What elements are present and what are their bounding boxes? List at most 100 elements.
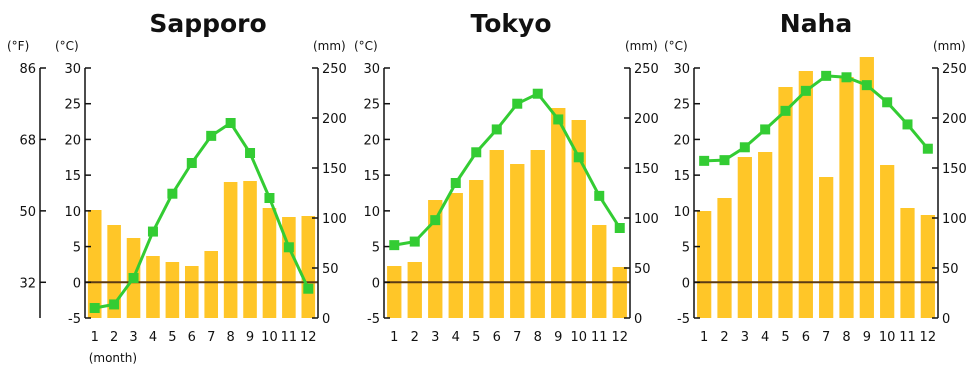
month-tick-label: 9	[863, 330, 871, 345]
precip-bar	[387, 266, 402, 318]
precip-unit-label: (mm)	[625, 39, 658, 53]
precip-bar	[448, 193, 463, 318]
month-tick-label: 3	[431, 330, 439, 345]
celsius-tick-label: 30	[363, 62, 380, 77]
chart-panel-2: Naha(°C) (mm)302520151050-525020015010050…	[664, 9, 967, 345]
precip-bar	[204, 251, 219, 318]
month-tick-label: 7	[513, 330, 521, 345]
month-tick-label: 6	[188, 330, 196, 345]
temperature-line	[94, 121, 310, 310]
month-tick-label: 10	[879, 330, 896, 345]
celsius-tick-label: 0	[682, 276, 690, 291]
temperature-point	[89, 303, 100, 313]
precip-bar	[592, 225, 607, 318]
precip-bar	[778, 87, 793, 318]
temperature-line	[704, 74, 929, 163]
precip-bar	[859, 57, 874, 318]
month-tick-label: 11	[899, 330, 916, 345]
month-tick-label: 12	[300, 330, 317, 345]
celsius-tick-label: 20	[673, 133, 690, 148]
precip-bar	[737, 157, 752, 318]
month-tick-label: 4	[452, 330, 460, 345]
precip-bar	[165, 262, 180, 318]
month-tick-label: 7	[822, 330, 830, 345]
precip-bar	[489, 150, 504, 318]
temperature-point	[614, 223, 625, 233]
temperature-point	[532, 88, 543, 99]
temperature-point	[389, 240, 400, 251]
precip-tick-label: 150	[634, 162, 659, 177]
month-tick-label: 2	[411, 330, 419, 345]
fahrenheit-tick-label: 50	[19, 205, 36, 220]
chart-panel-0: Sapporo(°C) (mm)(°F)302520151050-52502001…	[7, 9, 347, 365]
temperature-point	[553, 114, 564, 125]
precip-bar	[839, 77, 854, 318]
month-tick-label: 10	[261, 330, 278, 345]
precip-bar	[920, 215, 935, 318]
temperature-point	[206, 130, 217, 141]
celsius-tick-label: 10	[363, 205, 380, 220]
month-tick-label: 4	[761, 330, 769, 345]
temperature-point	[303, 283, 314, 294]
precip-bar	[262, 208, 277, 318]
celsius-tick-label: -5	[367, 312, 380, 327]
celsius-tick-label: 10	[673, 205, 690, 220]
month-tick-label: 8	[842, 330, 850, 345]
precip-tick-label: 100	[322, 212, 347, 227]
celsius-tick-label: 15	[64, 169, 81, 184]
celsius-unit-label: (°C)	[354, 39, 378, 53]
month-tick-label: 2	[110, 330, 118, 345]
precip-tick-label: 50	[322, 262, 339, 277]
precip-tick-label: 50	[942, 262, 959, 277]
fahrenheit-tick-label: 68	[19, 133, 36, 148]
temperature-point	[573, 152, 584, 163]
precip-unit-label: (mm)	[313, 39, 346, 53]
precip-tick-label: 200	[634, 112, 659, 127]
celsius-tick-label: -5	[677, 312, 690, 327]
celsius-tick-label: 15	[673, 169, 690, 184]
temperature-point	[902, 119, 913, 130]
precip-bar	[551, 108, 566, 318]
precip-bar	[107, 225, 121, 318]
month-tick-label: 12	[920, 330, 937, 345]
precip-bar	[223, 182, 238, 318]
month-tick-label: 7	[207, 330, 215, 345]
precip-bar	[469, 180, 484, 318]
temperature-point	[128, 273, 139, 283]
precip-tick-label: 50	[634, 262, 651, 277]
celsius-tick-label: 5	[682, 241, 690, 256]
precip-bar	[301, 216, 316, 318]
fahrenheit-tick-label: 86	[19, 62, 36, 77]
celsius-tick-label: 0	[73, 276, 81, 291]
celsius-unit-label: (°C)	[55, 39, 79, 53]
month-tick-label: 4	[149, 330, 157, 345]
month-tick-label: 8	[534, 330, 542, 345]
precip-bar	[880, 165, 895, 318]
temperature-point	[780, 105, 791, 116]
temperature-point	[283, 242, 294, 253]
month-tick-label: 1	[91, 330, 99, 345]
temperature-point	[512, 98, 523, 109]
celsius-tick-label: 15	[363, 169, 380, 184]
precip-bar	[184, 266, 199, 318]
precip-tick-label: 200	[942, 112, 967, 127]
temperature-point	[167, 188, 178, 199]
precip-tick-label: 0	[322, 312, 330, 327]
temperature-point	[147, 226, 158, 237]
precip-bar	[717, 198, 732, 318]
precip-bar	[819, 177, 834, 318]
precip-unit-label: (mm)	[933, 39, 966, 53]
celsius-tick-label: 25	[673, 98, 690, 113]
temperature-point	[245, 148, 256, 158]
celsius-tick-label: 20	[64, 133, 81, 148]
precip-bar	[146, 256, 160, 318]
precip-tick-label: 100	[634, 212, 659, 227]
temperature-point	[594, 190, 605, 201]
chart-title: Naha	[780, 9, 852, 38]
temperature-point	[264, 193, 275, 203]
month-tick-label: 1	[390, 330, 398, 345]
month-tick-label: 6	[802, 330, 810, 345]
precip-bar	[510, 164, 525, 318]
precip-tick-label: 250	[942, 62, 967, 77]
